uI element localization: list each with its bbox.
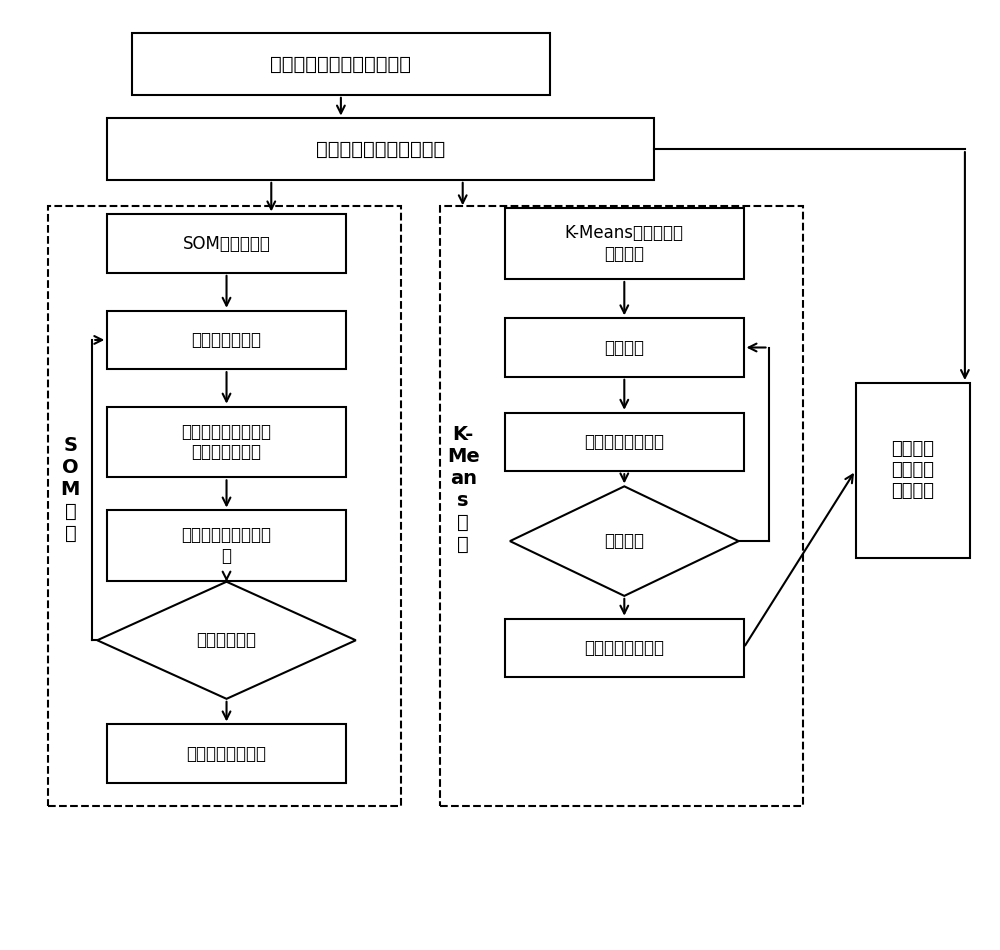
Text: 输出初步分类结果: 输出初步分类结果 bbox=[187, 745, 267, 763]
Text: 计算新的聚类中心: 计算新的聚类中心 bbox=[584, 433, 664, 451]
Text: 采集到的电力运行状况数据: 采集到的电力运行状况数据 bbox=[270, 55, 411, 74]
FancyBboxPatch shape bbox=[107, 407, 346, 477]
FancyBboxPatch shape bbox=[107, 215, 346, 273]
Text: S
O
M
聚
类: S O M 聚 类 bbox=[61, 436, 80, 542]
Text: 根据聚类
信息进行
故障诊断: 根据聚类 信息进行 故障诊断 bbox=[891, 441, 934, 500]
FancyBboxPatch shape bbox=[505, 618, 744, 677]
FancyBboxPatch shape bbox=[107, 510, 346, 581]
Text: 数据预处理，去除缺失值: 数据预处理，去除缺失值 bbox=[316, 140, 445, 159]
Text: 映射层权值向量和输
入向量距离计算: 映射层权值向量和输 入向量距离计算 bbox=[182, 423, 272, 462]
Text: 输出精确聚类信息: 输出精确聚类信息 bbox=[584, 638, 664, 656]
Text: 检查收敛: 检查收敛 bbox=[604, 532, 644, 550]
FancyBboxPatch shape bbox=[505, 208, 744, 279]
Text: 样本划分: 样本划分 bbox=[604, 338, 644, 356]
Text: K-Means聚类初始化
设定阈值: K-Means聚类初始化 设定阈值 bbox=[565, 224, 684, 263]
Polygon shape bbox=[97, 581, 356, 699]
FancyBboxPatch shape bbox=[107, 724, 346, 783]
FancyBboxPatch shape bbox=[505, 318, 744, 377]
Text: K-
Me
an
s
聚
类: K- Me an s 聚 类 bbox=[447, 425, 480, 554]
Text: 权值的学习与计算输
出: 权值的学习与计算输 出 bbox=[182, 526, 272, 565]
FancyBboxPatch shape bbox=[107, 119, 654, 180]
FancyBboxPatch shape bbox=[107, 311, 346, 370]
Polygon shape bbox=[510, 486, 739, 596]
FancyBboxPatch shape bbox=[132, 33, 550, 95]
Text: 达到预定要求: 达到预定要求 bbox=[197, 632, 257, 649]
FancyBboxPatch shape bbox=[505, 412, 744, 471]
Text: SOM权值初始化: SOM权值初始化 bbox=[183, 235, 270, 253]
Text: 输入向量的输入: 输入向量的输入 bbox=[192, 331, 262, 349]
FancyBboxPatch shape bbox=[856, 383, 970, 558]
